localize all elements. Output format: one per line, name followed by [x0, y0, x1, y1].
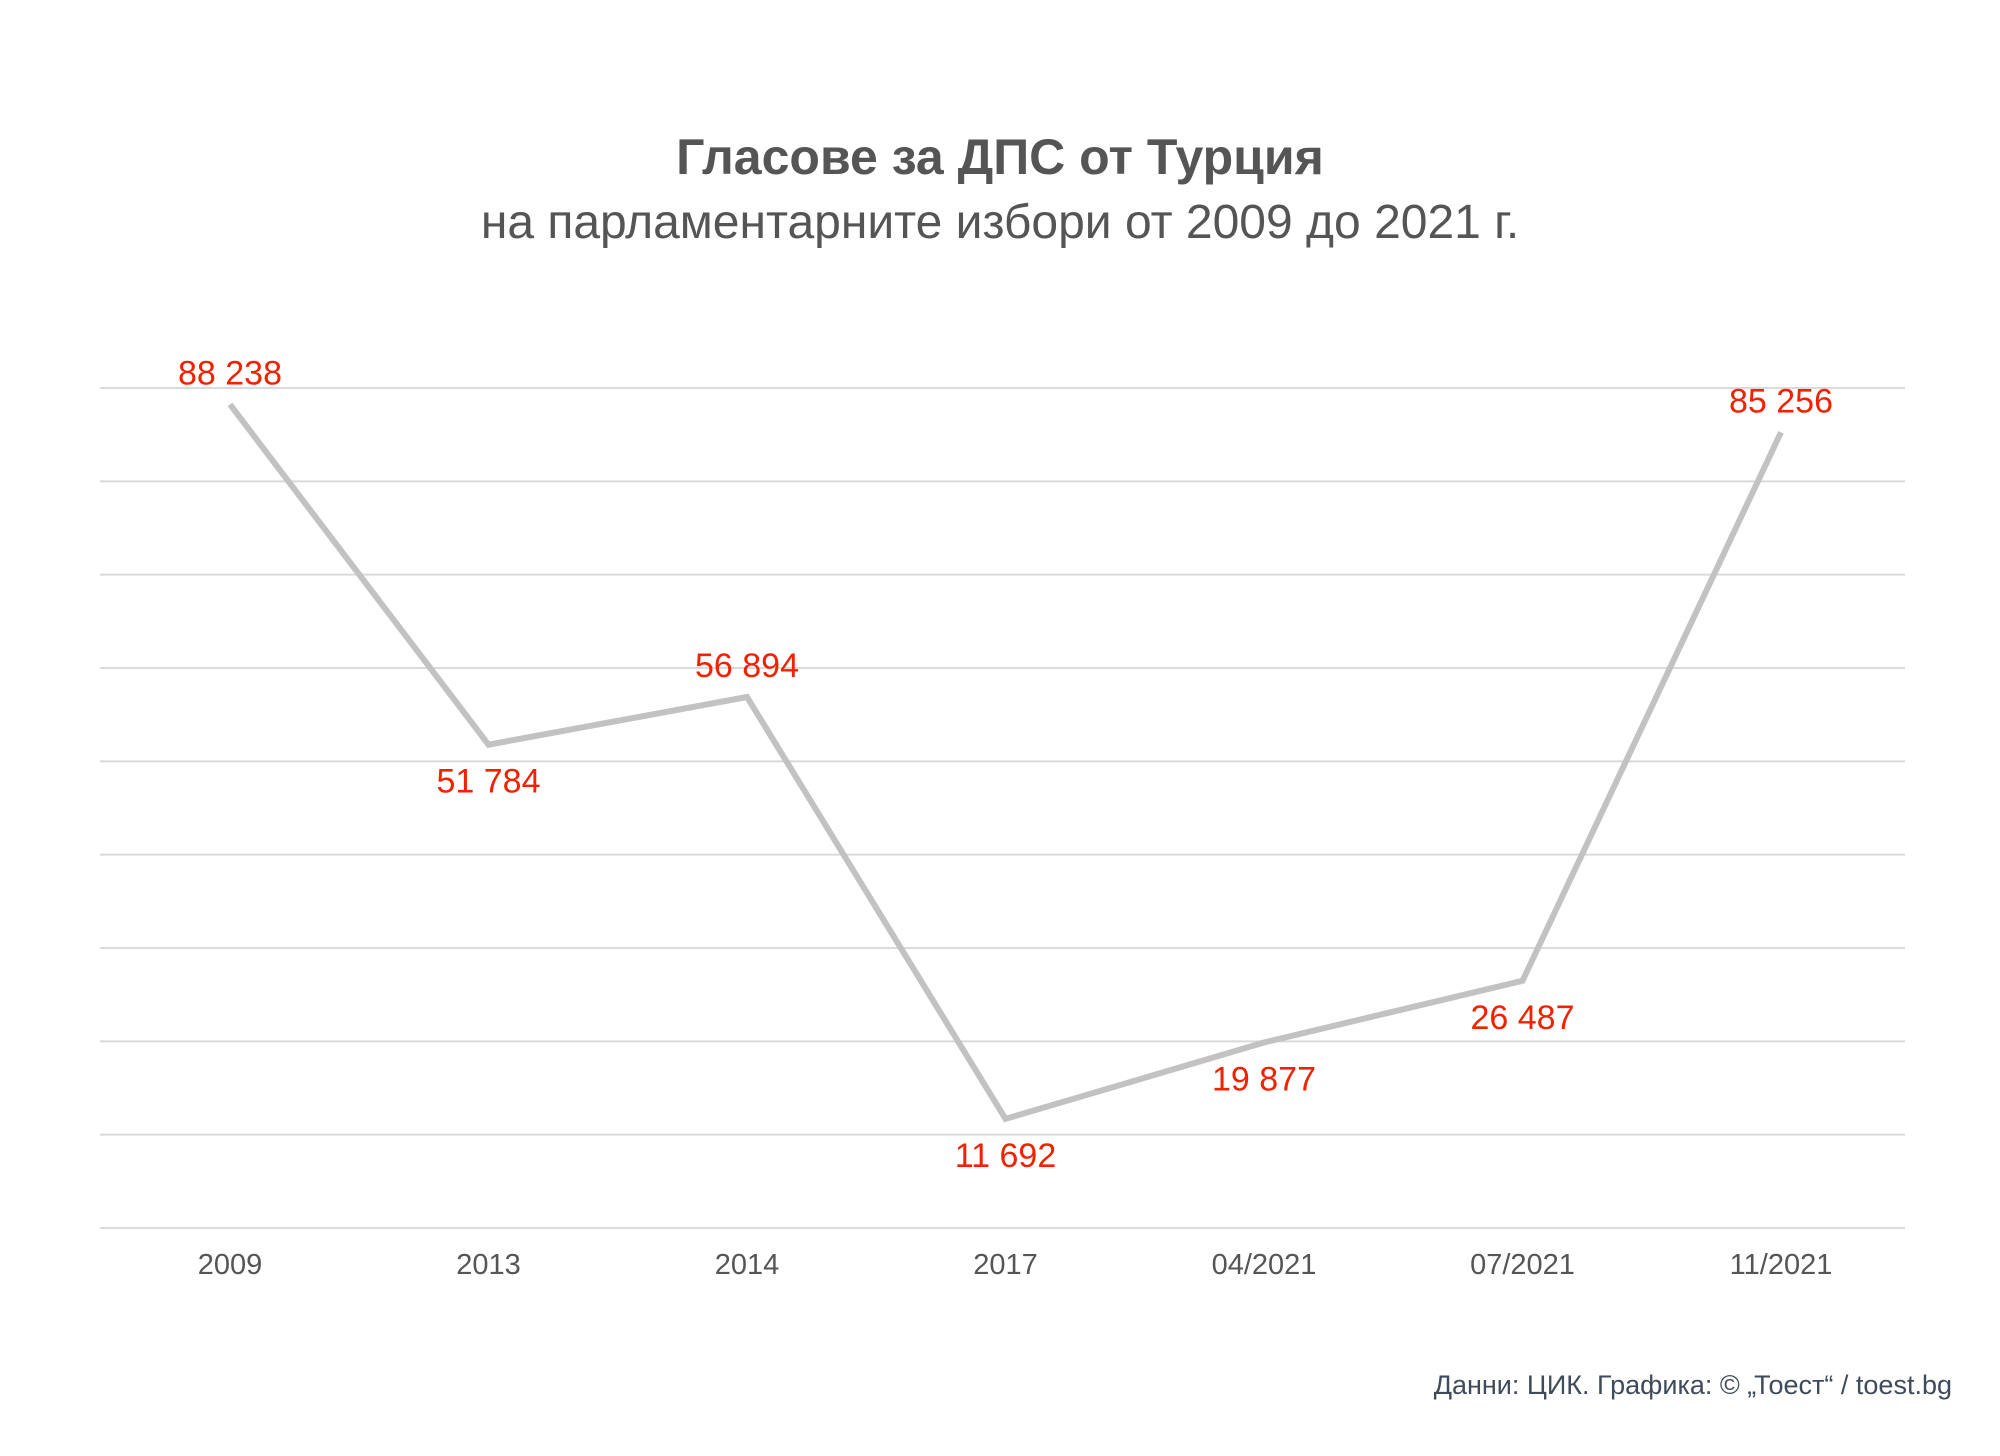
data-label: 85 256 — [1729, 382, 1833, 420]
data-label: 11 692 — [955, 1137, 1056, 1175]
data-label: 88 238 — [178, 354, 282, 392]
x-tick-label: 11/2021 — [1730, 1249, 1833, 1281]
series-line-group — [227, 402, 1784, 1123]
x-tick-label: 2014 — [715, 1249, 780, 1281]
x-tick-label: 2009 — [198, 1249, 263, 1281]
source-credit: Данни: ЦИК. Графика: © „Тоест“ / toest.b… — [1433, 1370, 1952, 1400]
x-tick-label: 2017 — [973, 1249, 1038, 1281]
data-label: 26 487 — [1471, 999, 1575, 1037]
x-axis-ticks: 2009 2013 2014 2017 04/2021 07/2021 11/2021 — [198, 1249, 1833, 1281]
data-labels: 88 238 51 784 56 894 11 692 19 877 26 487 85 2… — [178, 354, 1833, 1174]
gridlines — [100, 387, 1905, 1229]
data-label: 51 784 — [437, 763, 541, 801]
chart-title: Гласове за ДПС от Турция — [676, 129, 1324, 185]
x-tick-label: 07/2021 — [1470, 1249, 1575, 1281]
series-line — [227, 402, 1784, 1123]
chart-subtitle: на парламентарните избори от 2009 до 202… — [480, 196, 1520, 249]
x-tick-label: 2013 — [456, 1249, 521, 1281]
x-tick-label: 04/2021 — [1212, 1249, 1317, 1281]
data-label: 56 894 — [695, 647, 799, 685]
data-label: 19 877 — [1212, 1060, 1316, 1098]
